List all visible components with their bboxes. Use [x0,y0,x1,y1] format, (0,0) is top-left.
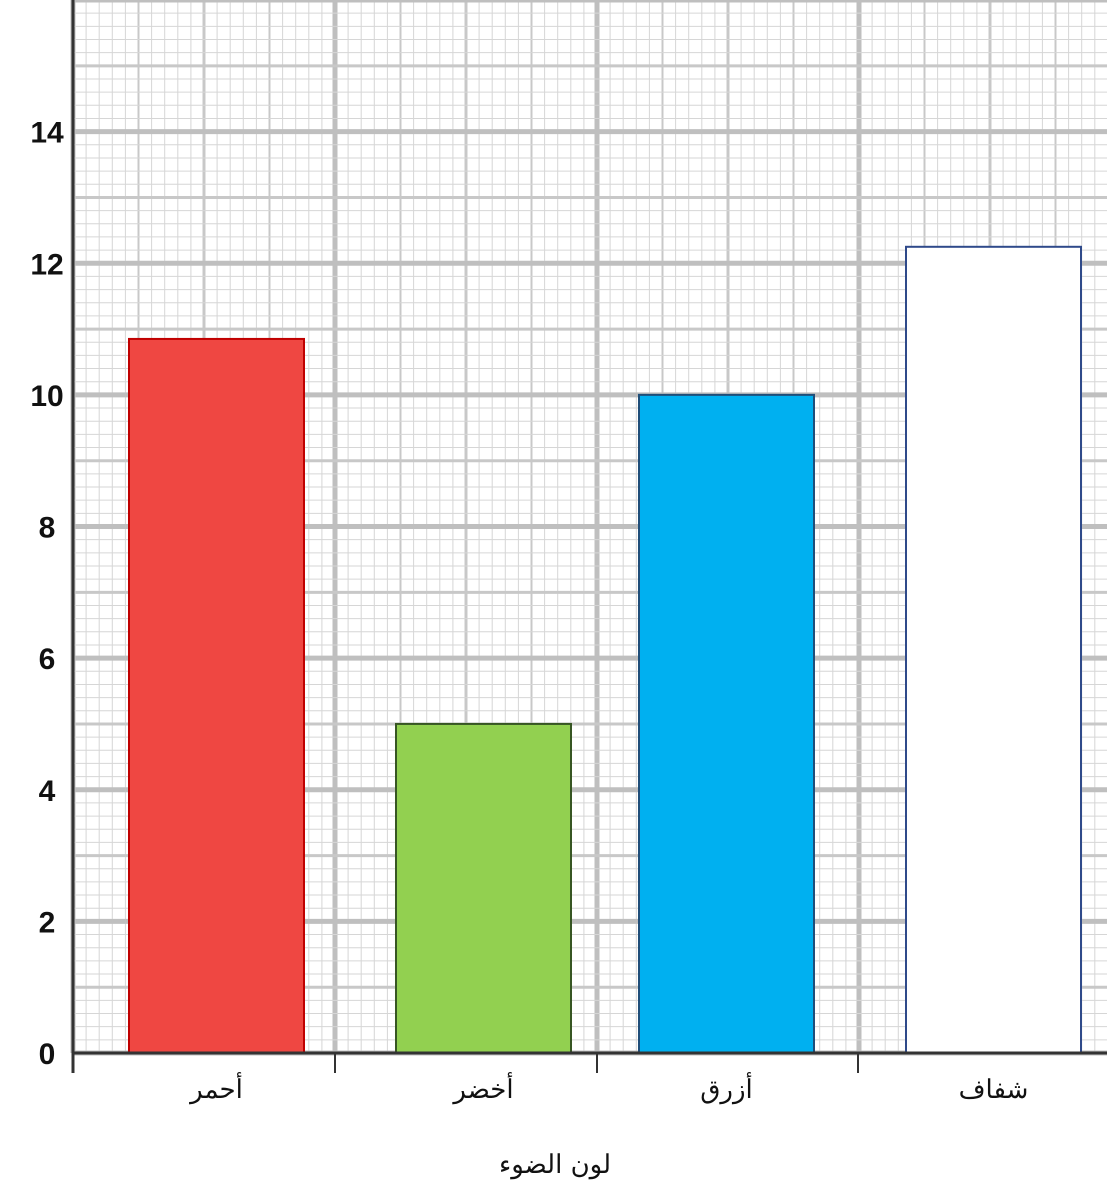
x-tick-labels: أحمر أخضر أزرق شفاف [188,1071,1028,1105]
y-tick-label: 12 [30,248,63,281]
bars [128,245,1082,1054]
y-tick-label: 8 [39,512,56,545]
x-tick-label: أحمر [188,1071,243,1105]
bar-4 [905,245,1082,1054]
x-tick-label: أخضر [451,1071,513,1105]
x-tick-label: أزرق [700,1071,753,1105]
y-tick-label: 4 [39,775,56,808]
bar-3 [638,393,815,1054]
axes [71,0,1107,1073]
y-tick-label: 0 [39,1038,56,1071]
y-tick-labels: 0 2 4 6 8 10 12 14 [30,117,64,1071]
y-tick-label: 14 [30,117,64,150]
bar-2 [395,722,572,1054]
x-tick-label: شفاف [959,1075,1029,1105]
y-tick-label: 10 [30,380,63,413]
bar-1 [128,337,305,1054]
y-tick-label: 2 [39,906,56,939]
x-axis-title: لون الضوء [499,1150,611,1180]
y-tick-label: 6 [39,643,56,676]
